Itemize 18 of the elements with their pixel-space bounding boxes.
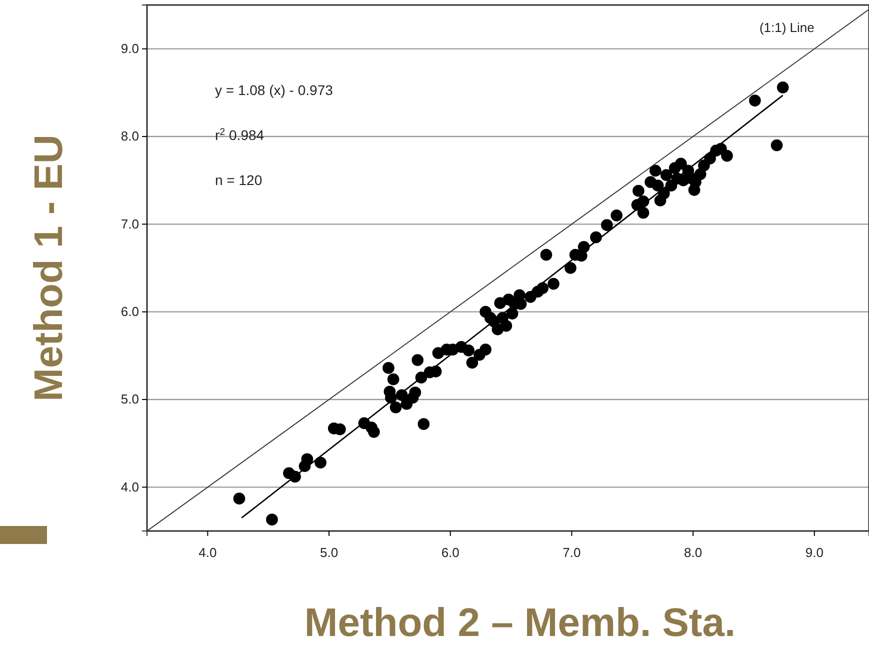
y-tick-label: 9.0 (120, 40, 139, 56)
x-tick-label: 6.0 (441, 545, 460, 560)
y-axis-title: Method 1 - EU (27, 134, 71, 402)
x-tick-label: 4.0 (198, 545, 217, 560)
y-tick-label: 7.0 (120, 216, 139, 232)
y-tick-label: 8.0 (120, 128, 139, 144)
y-tick-label: 6.0 (120, 304, 139, 319)
y-tick-label: 4.0 (120, 479, 139, 494)
x-tick-label: 7.0 (562, 545, 581, 560)
x-axis-title: Method 2 – Memb. Sta. (304, 601, 736, 645)
annotation: y = 1.08 (x) - 0.973 (215, 82, 334, 98)
x-tick-label: 8.0 (684, 545, 702, 560)
annotation: n = 120 (215, 172, 262, 188)
annotation: r$^{2}$ 0.984 (215, 126, 264, 143)
y-tick-label: 5.0 (120, 392, 139, 407)
series-label: (1:1) Line (759, 20, 814, 35)
x-tick-label: 5.0 (320, 545, 338, 560)
x-tick-label: 9.0 (805, 545, 824, 560)
